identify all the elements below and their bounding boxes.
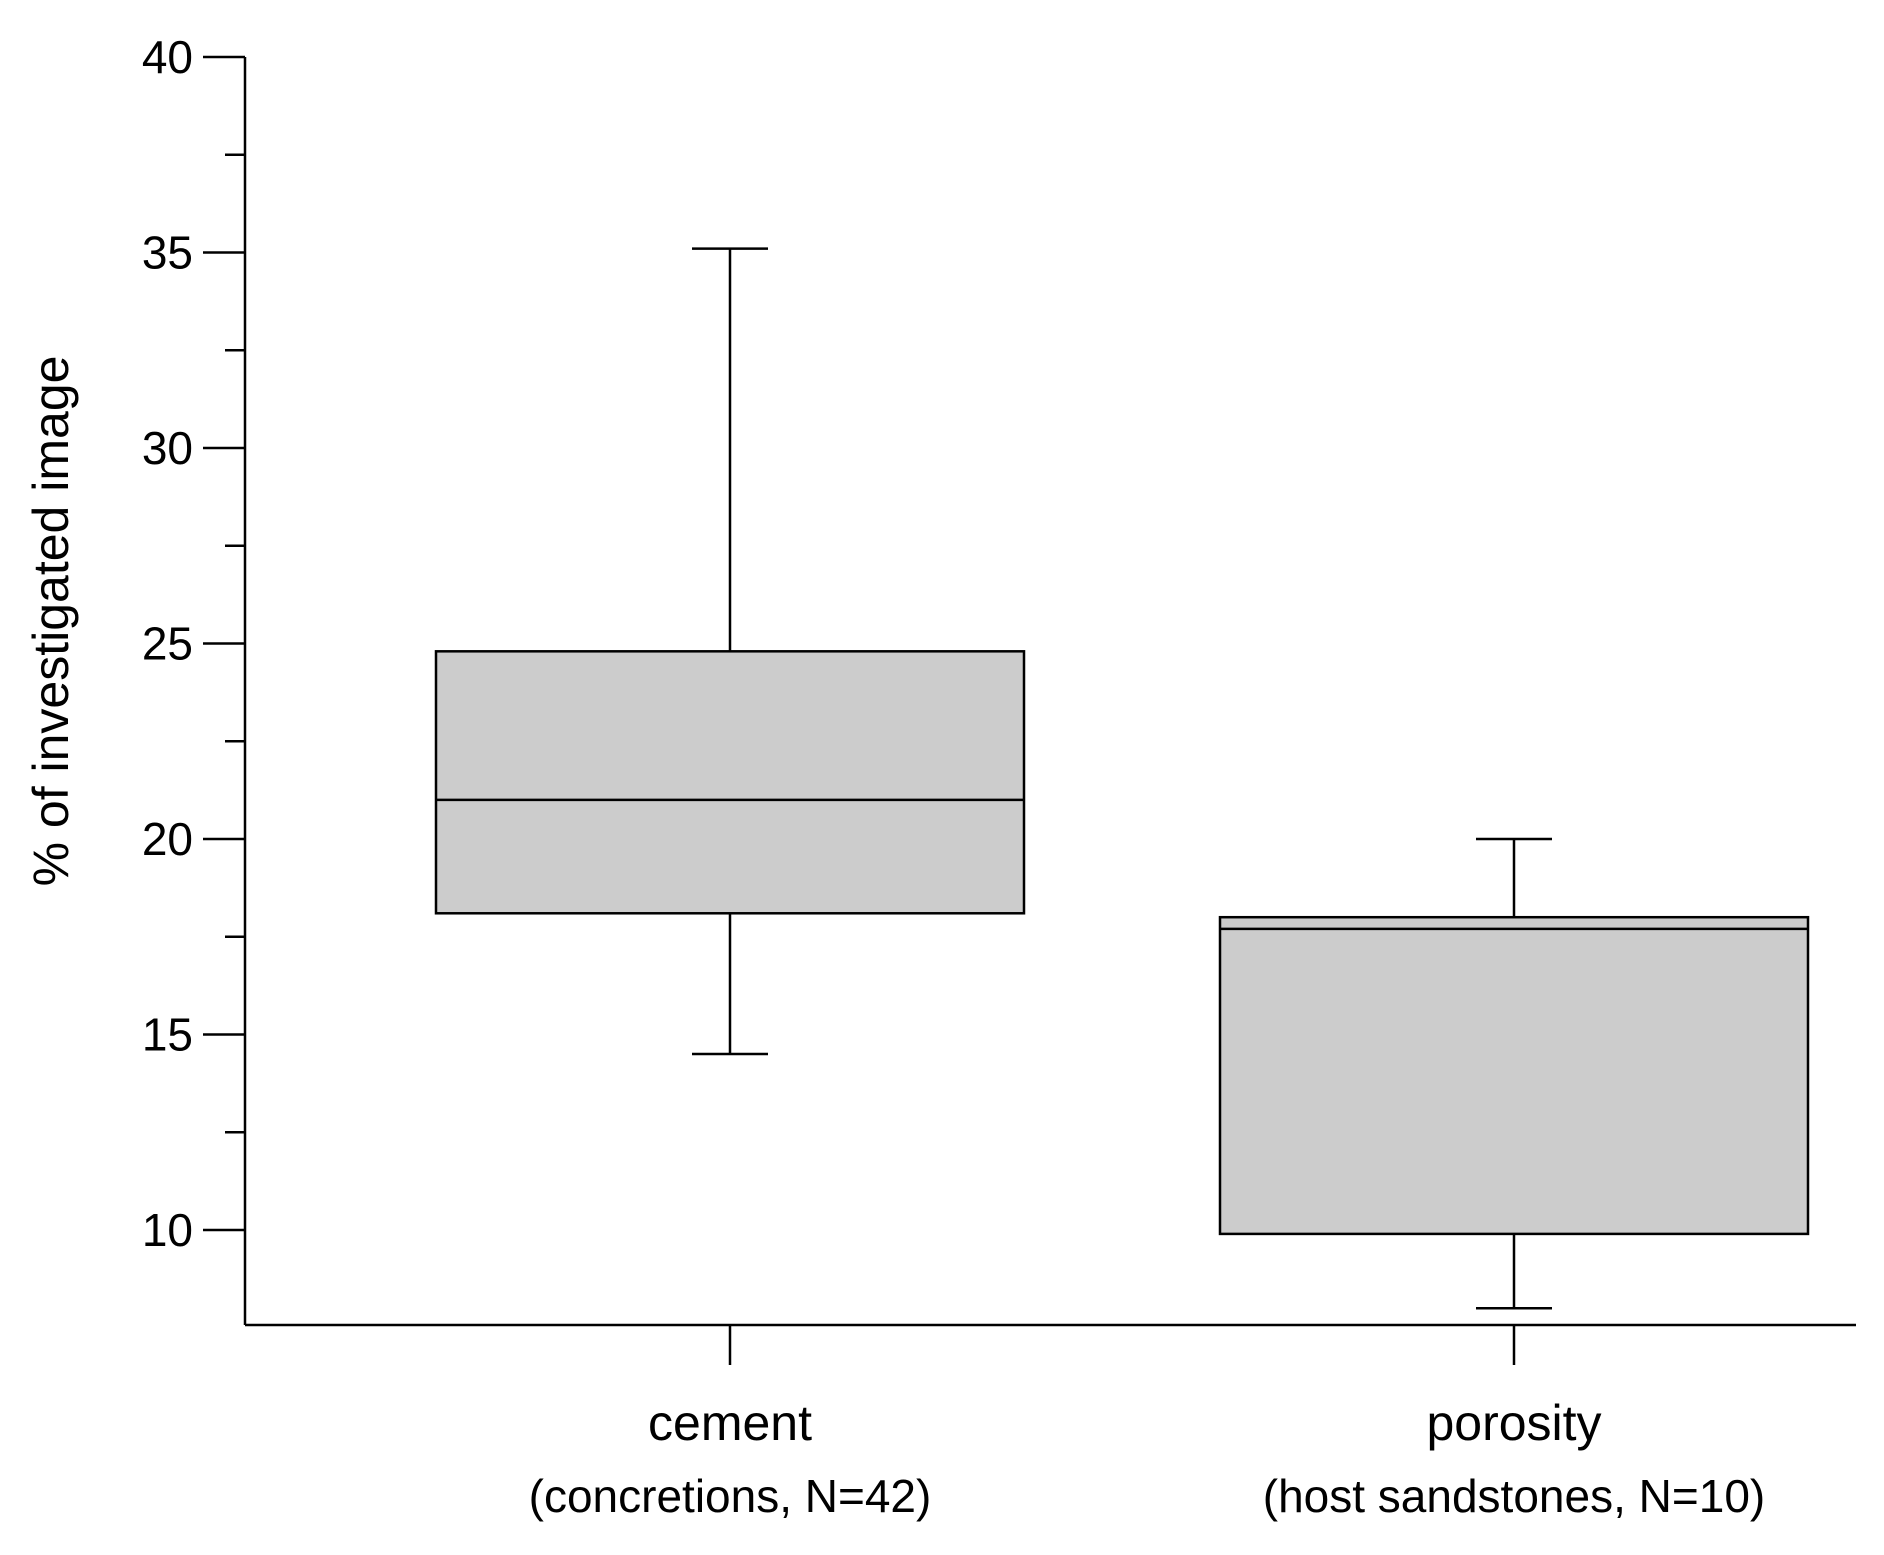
category-sublabel: (host sandstones, N=10) bbox=[1263, 1470, 1765, 1522]
y-tick-label: 10 bbox=[142, 1204, 193, 1256]
y-tick-label: 15 bbox=[142, 1009, 193, 1061]
category-label: cement bbox=[648, 1395, 812, 1451]
boxes-group bbox=[434, 247, 1810, 1310]
x-axis-labels: cement (concretions, N=42) porosity (host s… bbox=[529, 1325, 1765, 1522]
iqr-box bbox=[1218, 915, 1810, 1236]
box-porosity bbox=[1218, 837, 1810, 1310]
y-tick-label: 30 bbox=[142, 422, 193, 474]
y-tick-label: 20 bbox=[142, 813, 193, 865]
y-tick-label: 25 bbox=[142, 618, 193, 670]
y-tick-label: 40 bbox=[142, 31, 193, 83]
iqr-box bbox=[434, 650, 1026, 915]
category-label: porosity bbox=[1426, 1395, 1601, 1451]
box-cement bbox=[434, 247, 1026, 1056]
y-tick-label: 35 bbox=[142, 227, 193, 279]
y-axis-ticks: 10 15 20 25 30 35 40 bbox=[142, 31, 245, 1256]
category-sublabel: (concretions, N=42) bbox=[529, 1470, 932, 1522]
y-axis-label: % of investigated image bbox=[23, 356, 79, 887]
